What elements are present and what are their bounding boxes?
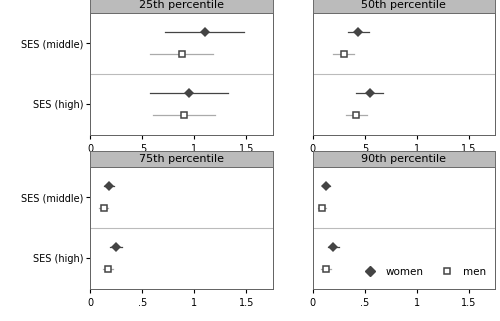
FancyBboxPatch shape [312,0,495,13]
FancyBboxPatch shape [90,151,272,167]
Text: 90th percentile: 90th percentile [361,154,446,164]
Legend: women, men: women, men [356,263,490,281]
Text: 50th percentile: 50th percentile [362,0,446,10]
Text: 75th percentile: 75th percentile [139,154,224,164]
FancyBboxPatch shape [312,151,495,167]
Text: 25th percentile: 25th percentile [139,0,224,10]
FancyBboxPatch shape [90,0,272,13]
